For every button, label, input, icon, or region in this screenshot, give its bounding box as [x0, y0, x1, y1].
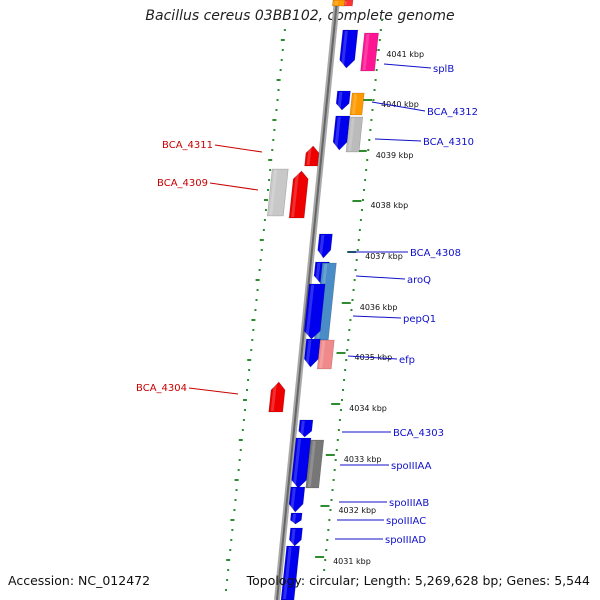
gene-arrow[interactable]: [332, 0, 346, 7]
gene-shading: [290, 488, 296, 511]
gene-label-bca-4308[interactable]: BCA_4308: [410, 248, 461, 259]
gene-label-bca-4310[interactable]: BCA_4310: [423, 137, 474, 148]
kbp-tick-label: 4038 kbp: [370, 201, 408, 210]
gene-label-leader: [374, 138, 422, 142]
gene-label-bca-4309[interactable]: BCA_4309: [157, 178, 208, 189]
gene-arrow[interactable]: [266, 168, 289, 217]
gene-shading: [307, 441, 316, 487]
kbp-tick-label: 4041 kbp: [386, 50, 424, 59]
gene-arrow[interactable]: [345, 116, 364, 153]
genome-backbone-core: [276, 0, 338, 600]
gene-arrow[interactable]: [303, 338, 321, 368]
genome-title: Bacillus cereus 03BB102, complete genome: [145, 8, 455, 24]
gene-arrow[interactable]: [288, 170, 309, 219]
gene-arrow[interactable]: [289, 527, 303, 547]
outer-tick-rail: [225, 29, 286, 591]
gene-label-leader: [352, 315, 402, 319]
gene-arrow[interactable]: [339, 29, 359, 69]
gene-features: [266, 0, 379, 600]
kbp-tick-label: 4031 kbp: [333, 557, 371, 566]
gene-label-efp[interactable]: efp: [399, 355, 415, 366]
gene-arrow[interactable]: [303, 283, 326, 340]
gene-label-aroq[interactable]: aroQ: [407, 275, 431, 286]
topology-text: Topology: circular; Length: 5,269,628 bp…: [246, 573, 590, 588]
gene-shading: [319, 341, 326, 368]
gene-label-spoiiiaa[interactable]: spoIIIAA: [391, 461, 432, 472]
kbp-tick-label: 4040 kbp: [381, 100, 419, 109]
gene-label-spoiiiab[interactable]: spoIIIAB: [389, 498, 429, 509]
gene-label-leader: [347, 355, 398, 360]
gene-arrow[interactable]: [317, 233, 333, 259]
gene-label-bca-4312[interactable]: BCA_4312: [427, 107, 478, 118]
gene-arrow[interactable]: [298, 419, 314, 438]
gene-label-leader: [209, 182, 259, 191]
gene-shading: [362, 34, 370, 70]
inner-tick-rail: [323, 19, 383, 571]
gene-label-spoiiiac[interactable]: spoIIIAC: [386, 516, 426, 527]
gene-arrow[interactable]: [288, 486, 306, 513]
gene-arrow[interactable]: [316, 339, 335, 370]
gene-shading: [337, 92, 343, 109]
gene-shading: [318, 235, 325, 257]
gene-label-bca-4311[interactable]: BCA_4311: [162, 140, 213, 151]
gene-shading: [283, 547, 292, 599]
gene-shading: [290, 529, 296, 545]
gene-arrow[interactable]: [335, 90, 351, 111]
gene-shading: [305, 340, 312, 366]
gene-label-bca-4304[interactable]: BCA_4304: [136, 383, 187, 394]
gene-arrow[interactable]: [290, 512, 303, 525]
gene-shading: [291, 514, 297, 523]
gene-arrow[interactable]: [360, 32, 379, 72]
kbp-tick-label: 4039 kbp: [376, 151, 414, 160]
gene-arrow[interactable]: [349, 92, 365, 116]
kbp-tick-label: 4033 kbp: [344, 455, 382, 464]
gene-label-pepq1[interactable]: pepQ1: [403, 314, 436, 325]
kbp-tick-label: 4036 kbp: [360, 303, 398, 312]
gene-shading: [348, 118, 355, 151]
kbp-tick-label: 4032 kbp: [338, 506, 376, 515]
accession-text: Accession: NC_012472: [8, 573, 151, 588]
gene-label-bca-4303[interactable]: BCA_4303: [393, 428, 444, 439]
gene-shading: [270, 383, 277, 411]
gene-shading: [334, 1, 338, 5]
kbp-tick-label: 4034 kbp: [349, 404, 387, 413]
gene-arrow[interactable]: [304, 145, 320, 167]
gene-shading: [351, 94, 358, 114]
gene-label-splb[interactable]: splB: [433, 64, 454, 75]
gene-label-leader: [371, 101, 426, 112]
gene-arrow[interactable]: [280, 545, 301, 600]
gene-arrow[interactable]: [268, 381, 286, 413]
gene-label-leader: [355, 275, 406, 280]
gene-arrow[interactable]: [305, 439, 325, 489]
gene-label-spoiiiad[interactable]: spoIIIAD: [385, 535, 426, 546]
gene-label-leader: [214, 144, 263, 153]
gene-arrow[interactable]: [332, 115, 351, 151]
gene-shading: [306, 147, 312, 165]
gene-shading: [300, 421, 305, 436]
gene-shading: [340, 31, 348, 67]
gene-label-leader: [383, 63, 432, 69]
gene-shading: [291, 172, 300, 217]
gene-shading: [305, 285, 315, 338]
gene-shading: [292, 439, 302, 487]
gene-label-leader: [188, 387, 239, 395]
gene-shading: [334, 117, 341, 149]
kbp-tick-label: 4037 kbp: [365, 252, 403, 261]
gene-arrow[interactable]: [291, 437, 312, 489]
gene-shading: [315, 263, 321, 282]
gene-shading: [269, 170, 278, 215]
